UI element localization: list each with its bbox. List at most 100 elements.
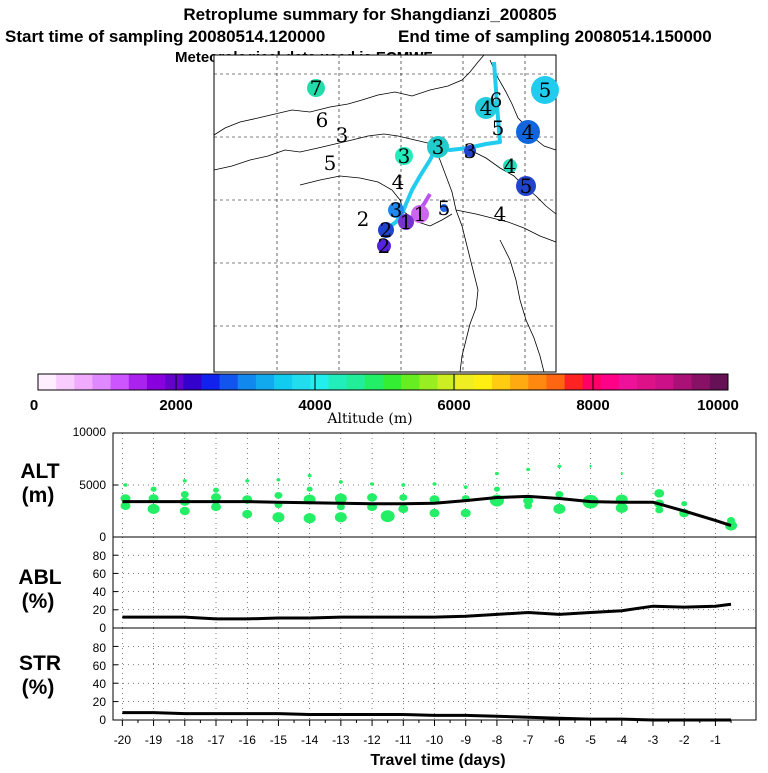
x-tick-label: -2 xyxy=(679,733,690,747)
colorbar-swatch xyxy=(401,374,420,390)
map-marker-dot xyxy=(388,202,404,218)
map-marker-dot xyxy=(398,214,414,230)
alt-plume-dot xyxy=(589,464,592,468)
map-marker-dot xyxy=(464,145,476,157)
alt-median-line xyxy=(122,494,732,528)
alt-plume-dot xyxy=(120,501,131,511)
map-marker-dot xyxy=(503,159,517,173)
x-tick-label: -4 xyxy=(616,733,627,747)
map-marker-label: 1 xyxy=(414,202,427,226)
map-marker-dot xyxy=(475,97,497,119)
alt-plume-dot xyxy=(526,467,531,472)
colorbar-swatch xyxy=(364,374,384,390)
map-marker-dot xyxy=(516,120,540,144)
map-marker-dot xyxy=(427,136,449,158)
alt-plume-dot xyxy=(557,464,562,468)
alt-plume-dot xyxy=(398,504,409,514)
map-marker-label: 4 xyxy=(494,202,507,226)
x-tick-label: -9 xyxy=(460,733,471,747)
figure-title: Retroplume summary for Shangdianzi_20080… xyxy=(183,5,556,24)
map-marker-dot xyxy=(377,239,391,253)
alt-plume-dot xyxy=(370,482,375,486)
alt-ytick-0: 0 xyxy=(99,530,106,544)
colorbar-swatch xyxy=(691,374,711,390)
colorbar-swatch xyxy=(528,374,547,390)
map-marker-label: 3 xyxy=(390,198,403,222)
colorbar-swatch xyxy=(491,374,511,390)
str-ytick-60: 60 xyxy=(93,659,107,673)
str-ytick-20: 20 xyxy=(93,695,107,709)
alt-plume-dot xyxy=(274,492,283,499)
alt-plume-dot xyxy=(429,508,440,518)
str-ylabel-top: STR xyxy=(19,652,61,675)
alt-ylabel-top: ALT xyxy=(20,460,59,483)
x-axis-ticks: -20 -19 -18 -17 -16 -15 -14 -13 -12 -11 -10 -9 -8 -7 -… xyxy=(114,720,732,747)
x-tick-label: -8 xyxy=(492,733,503,747)
map-marker-label: 5 xyxy=(324,151,337,175)
abl-ytick-40: 40 xyxy=(93,585,107,599)
map-marker-dot xyxy=(307,79,325,97)
colorbar-swatch xyxy=(92,374,112,390)
x-tick-label: -11 xyxy=(395,733,412,747)
map-marker-label: 5 xyxy=(492,116,505,140)
colorbar-swatch xyxy=(128,374,148,390)
map-marker-dot xyxy=(378,222,394,238)
map-marker-label: 4 xyxy=(522,120,535,144)
alt-plume-dot xyxy=(179,506,190,516)
colorbar-swatch xyxy=(383,374,402,390)
alt-plume-dot xyxy=(654,489,665,498)
map-marker-label: 5 xyxy=(520,174,533,198)
map-marker-label: 3 xyxy=(398,144,411,168)
colorbar-swatch xyxy=(473,374,493,390)
abl-ylabel-bottom: (%) xyxy=(22,590,55,613)
colorbar-swatch xyxy=(582,374,602,390)
alt-plume-dot xyxy=(147,503,160,515)
colorbar-swatch xyxy=(237,374,257,390)
str-fraction-line xyxy=(122,711,731,722)
alt-plume-dot xyxy=(725,520,738,531)
colorbar-swatch xyxy=(637,374,656,390)
alt-gridlines xyxy=(113,433,756,537)
alt-plume-dot xyxy=(272,512,285,523)
map-marker-label: 3 xyxy=(336,123,349,147)
colorbar-swatch xyxy=(709,374,729,390)
map-marker-label: 2 xyxy=(380,218,393,242)
alt-ytick-5000: 5000 xyxy=(79,478,106,492)
colorbar-swatch xyxy=(510,374,529,390)
colorbar-swatch xyxy=(292,374,311,390)
colorbar-swatch xyxy=(255,374,275,390)
x-tick-label: -20 xyxy=(114,733,132,747)
alt-plume-dot xyxy=(336,503,345,511)
x-tick-label: -18 xyxy=(176,733,194,747)
map-marker-label: 2 xyxy=(378,234,391,258)
x-tick-label: -3 xyxy=(648,733,659,747)
alt-plume-dot xyxy=(460,508,471,518)
x-tick-label: -12 xyxy=(363,733,381,747)
alt-plume-dot xyxy=(553,503,566,515)
map-marker-label: 6 xyxy=(316,108,329,132)
alt-plume-dot xyxy=(211,493,222,502)
map-marker-label: 5 xyxy=(539,78,552,102)
alt-ylabel-bottom: (m) xyxy=(22,484,55,507)
map-marker-label: 7 xyxy=(310,76,323,100)
abl-gridlines xyxy=(113,537,756,628)
abl-ytick-80: 80 xyxy=(93,549,107,563)
colorbar: 0 2000 4000 6000 8000 10000 Altitude (m) xyxy=(30,373,739,427)
alt-plume-dot xyxy=(555,490,564,498)
alt-plume-dot xyxy=(242,509,253,519)
colorbar-swatch xyxy=(673,374,693,390)
map-marker-label: 2 xyxy=(357,207,370,231)
colorbar-swatch xyxy=(619,374,638,390)
map-marker-label: 4 xyxy=(480,96,493,120)
alt-plume-dot xyxy=(655,506,664,514)
alt-plume-dot xyxy=(681,501,688,507)
map-marker-dot xyxy=(440,204,448,212)
alt-plume-dot xyxy=(334,512,347,523)
colorbar-swatch xyxy=(74,374,93,390)
colorbar-tick-6000: 6000 xyxy=(437,397,470,414)
colorbar-swatch xyxy=(56,374,75,390)
x-tick-label: -13 xyxy=(332,733,350,747)
alt-plume-dot xyxy=(401,483,406,487)
map-marker-label: 3 xyxy=(432,135,445,159)
